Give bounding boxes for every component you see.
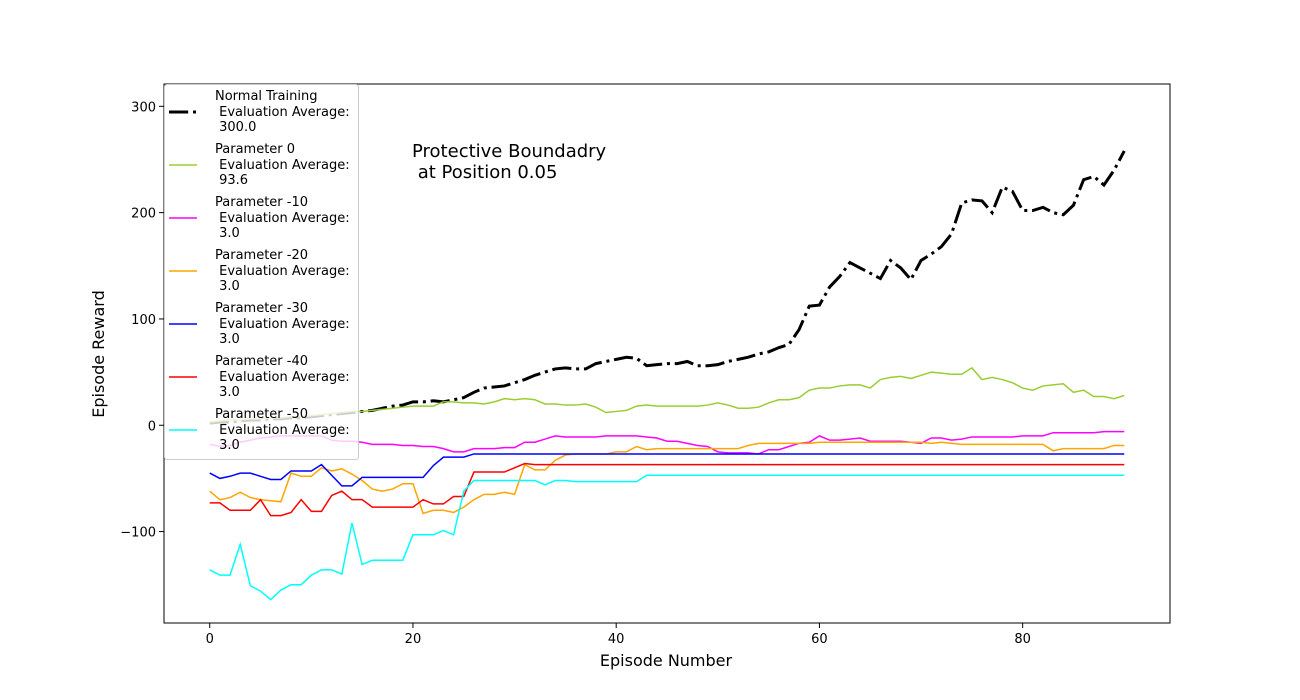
y-tick-label: 200 [131, 207, 156, 222]
legend-entry: Normal Training Evaluation Average: 300.… [165, 89, 350, 136]
legend-label: Parameter -10 Evaluation Average: 3.0 [215, 195, 350, 241]
x-tick-label: 20 [405, 632, 422, 647]
series-line [209, 453, 1125, 487]
series-line [209, 474, 1125, 601]
series-line [209, 430, 1125, 455]
legend-label: Parameter 0 Evaluation Average: 93.6 [215, 142, 350, 188]
y-tick-label: 0 [148, 419, 156, 434]
legend-entry: Parameter 0 Evaluation Average: 93.6 [165, 142, 350, 189]
legend-swatch [169, 217, 197, 219]
x-tick-label: 40 [608, 632, 625, 647]
legend-label: Normal Training Evaluation Average: 300.… [215, 89, 350, 135]
annotation: Protective Boundadry at Position 0.05 [412, 141, 607, 183]
legend-entry: Parameter -20 Evaluation Average: 3.0 [165, 248, 350, 295]
legend-entry: Parameter -40 Evaluation Average: 3.0 [165, 354, 350, 401]
legend-entry: Parameter -10 Evaluation Average: 3.0 [165, 195, 350, 242]
legend-label: Parameter -40 Evaluation Average: 3.0 [215, 354, 350, 400]
legend-swatch [169, 429, 197, 431]
y-axis-label: Episode Reward [89, 290, 108, 418]
x-tick-label: 0 [206, 632, 214, 647]
legend-swatch [169, 164, 197, 166]
legend: Normal Training Evaluation Average: 300.… [164, 84, 359, 460]
series-line [209, 462, 1125, 517]
x-axis-label: Episode Number [600, 651, 733, 670]
legend-swatch [169, 376, 197, 378]
legend-label: Parameter -20 Evaluation Average: 3.0 [215, 248, 350, 294]
legend-entry: Parameter -30 Evaluation Average: 3.0 [165, 301, 350, 348]
y-tick-label: 100 [131, 313, 156, 328]
legend-swatch [169, 110, 197, 114]
y-tick-label: 300 [131, 100, 156, 115]
x-tick-label: 80 [1014, 632, 1031, 647]
legend-entry: Parameter -50 Evaluation Average: 3.0 [165, 407, 350, 454]
legend-label: Parameter -50 Evaluation Average: 3.0 [215, 407, 350, 453]
y-tick-label: −100 [120, 526, 156, 541]
legend-swatch [169, 270, 197, 272]
legend-swatch [169, 323, 197, 325]
x-tick-label: 60 [811, 632, 828, 647]
series-line [209, 366, 1125, 423]
legend-label: Parameter -30 Evaluation Average: 3.0 [215, 301, 350, 347]
series-line [209, 441, 1125, 515]
